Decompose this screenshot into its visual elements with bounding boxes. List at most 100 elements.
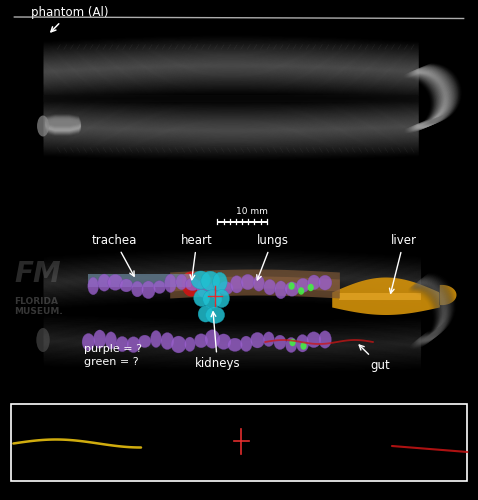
Ellipse shape xyxy=(418,450,431,466)
Ellipse shape xyxy=(296,334,309,352)
Ellipse shape xyxy=(125,448,142,468)
Ellipse shape xyxy=(267,435,273,444)
Ellipse shape xyxy=(446,427,453,436)
Ellipse shape xyxy=(56,411,71,432)
Ellipse shape xyxy=(318,410,329,428)
Ellipse shape xyxy=(264,280,276,295)
Ellipse shape xyxy=(50,414,61,429)
Ellipse shape xyxy=(240,444,256,464)
Ellipse shape xyxy=(250,444,256,454)
Ellipse shape xyxy=(47,450,64,464)
Ellipse shape xyxy=(455,431,461,440)
Ellipse shape xyxy=(433,414,449,430)
Ellipse shape xyxy=(249,445,264,463)
Ellipse shape xyxy=(199,444,219,463)
Ellipse shape xyxy=(105,332,117,349)
Ellipse shape xyxy=(460,440,467,450)
Polygon shape xyxy=(45,114,81,126)
Ellipse shape xyxy=(151,330,162,347)
Ellipse shape xyxy=(161,332,174,349)
Ellipse shape xyxy=(228,413,250,435)
Ellipse shape xyxy=(426,448,439,468)
Ellipse shape xyxy=(300,446,313,462)
Polygon shape xyxy=(45,116,81,128)
Ellipse shape xyxy=(315,444,332,466)
Ellipse shape xyxy=(250,332,264,348)
Ellipse shape xyxy=(183,406,205,430)
Ellipse shape xyxy=(358,442,364,452)
Ellipse shape xyxy=(82,334,95,350)
Ellipse shape xyxy=(350,410,364,429)
Ellipse shape xyxy=(40,449,54,467)
Ellipse shape xyxy=(291,410,306,426)
Ellipse shape xyxy=(230,276,243,293)
Text: kidneys: kidneys xyxy=(195,312,240,370)
Text: phantom (Al): phantom (Al) xyxy=(31,6,109,32)
Ellipse shape xyxy=(407,414,424,429)
Ellipse shape xyxy=(266,444,280,464)
Ellipse shape xyxy=(358,448,373,464)
Ellipse shape xyxy=(296,278,310,292)
Polygon shape xyxy=(45,120,81,132)
Polygon shape xyxy=(45,119,81,131)
Ellipse shape xyxy=(257,410,272,427)
Polygon shape xyxy=(45,118,81,130)
Ellipse shape xyxy=(218,282,233,295)
Ellipse shape xyxy=(16,448,27,469)
Ellipse shape xyxy=(366,412,382,428)
Ellipse shape xyxy=(168,406,190,430)
Ellipse shape xyxy=(334,448,347,462)
Ellipse shape xyxy=(276,445,287,464)
Ellipse shape xyxy=(325,410,339,428)
Ellipse shape xyxy=(274,335,286,349)
Ellipse shape xyxy=(211,444,237,466)
Ellipse shape xyxy=(156,424,172,448)
Ellipse shape xyxy=(458,448,474,470)
Ellipse shape xyxy=(263,332,274,346)
Ellipse shape xyxy=(152,443,175,464)
Ellipse shape xyxy=(171,336,186,353)
Ellipse shape xyxy=(199,407,219,432)
Polygon shape xyxy=(332,278,456,315)
Ellipse shape xyxy=(120,279,133,292)
Ellipse shape xyxy=(195,334,208,348)
Text: MUSEUM.: MUSEUM. xyxy=(14,306,63,316)
Text: FLORIDA: FLORIDA xyxy=(14,296,58,306)
Ellipse shape xyxy=(458,416,474,430)
Ellipse shape xyxy=(182,272,201,296)
Ellipse shape xyxy=(259,435,265,444)
Ellipse shape xyxy=(365,434,371,442)
Ellipse shape xyxy=(241,274,255,290)
Ellipse shape xyxy=(450,449,465,468)
Ellipse shape xyxy=(256,444,273,464)
Polygon shape xyxy=(45,122,81,134)
Ellipse shape xyxy=(90,446,104,467)
Ellipse shape xyxy=(289,339,295,346)
Ellipse shape xyxy=(285,338,297,352)
Ellipse shape xyxy=(383,413,398,428)
Ellipse shape xyxy=(402,413,413,430)
Ellipse shape xyxy=(368,448,380,464)
Ellipse shape xyxy=(91,410,103,431)
Polygon shape xyxy=(45,122,81,134)
Ellipse shape xyxy=(201,271,220,291)
Ellipse shape xyxy=(164,274,176,292)
Ellipse shape xyxy=(139,335,151,347)
Ellipse shape xyxy=(94,330,106,348)
Ellipse shape xyxy=(403,443,410,452)
Ellipse shape xyxy=(213,272,227,291)
Polygon shape xyxy=(45,116,81,128)
Ellipse shape xyxy=(171,423,187,447)
Ellipse shape xyxy=(357,412,374,428)
Ellipse shape xyxy=(443,448,456,469)
Ellipse shape xyxy=(425,412,440,432)
Ellipse shape xyxy=(57,448,70,467)
Ellipse shape xyxy=(342,411,356,428)
Polygon shape xyxy=(45,124,81,136)
Ellipse shape xyxy=(228,338,242,351)
Polygon shape xyxy=(45,115,81,127)
Ellipse shape xyxy=(182,426,206,444)
Ellipse shape xyxy=(153,280,165,293)
Ellipse shape xyxy=(124,412,138,426)
Ellipse shape xyxy=(384,447,397,466)
